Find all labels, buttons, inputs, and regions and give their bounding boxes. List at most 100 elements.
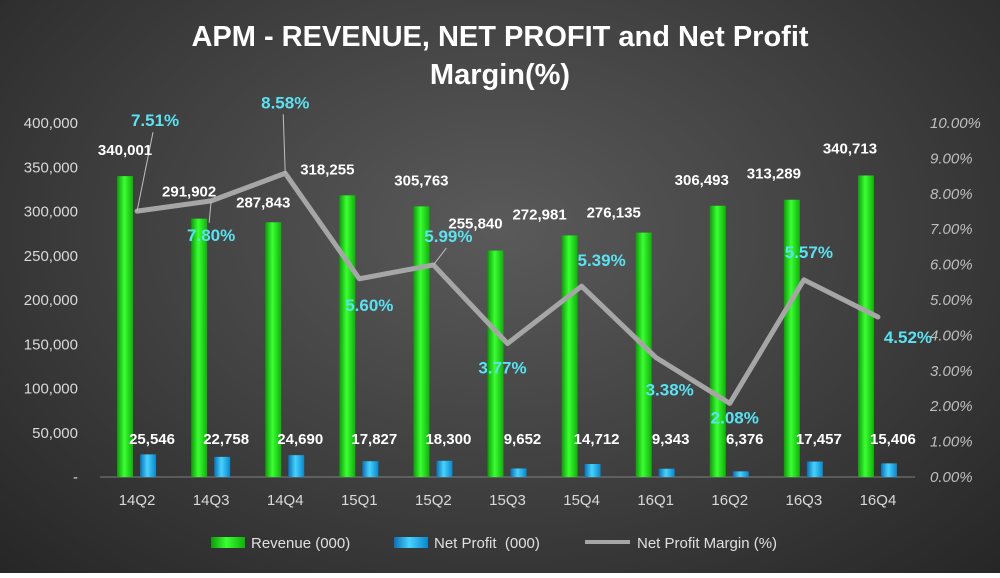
revenue-bar <box>857 175 874 477</box>
net-profit-data-label: 15,406 <box>870 431 916 448</box>
y-left-tick-label: 150,000 <box>24 336 78 353</box>
x-tick-label: 14Q4 <box>267 492 304 509</box>
margin-series <box>134 170 881 406</box>
revenue-bar <box>709 205 726 477</box>
margin-data-label: 5.99% <box>424 227 472 246</box>
y-right-tick-label: 4.00% <box>930 327 973 344</box>
margin-data-label: 4.52% <box>884 328 932 347</box>
net-profit-bar <box>288 455 305 477</box>
y-left-tick-label: 50,000 <box>32 425 78 442</box>
revenue-data-label: 340,001 <box>98 142 152 159</box>
legend: Revenue (000) Net Profit (000) Net Profi… <box>211 535 777 552</box>
legend-swatch-revenue <box>211 537 245 548</box>
margin-line <box>134 170 881 406</box>
revenue-data-label: 287,843 <box>236 194 290 211</box>
y-right-tick-label: 10.00% <box>930 115 981 132</box>
revenue-data-label: 276,135 <box>587 205 641 222</box>
x-tick-label: 16Q2 <box>711 492 748 509</box>
chart-title-line1: APM - REVENUE, NET PROFIT and Net Profit <box>191 21 808 53</box>
x-tick-label: 14Q2 <box>119 492 156 509</box>
revenue-data-label: 313,289 <box>747 166 801 183</box>
margin-data-label: 5.60% <box>345 296 393 315</box>
y-right-tick-label: 3.00% <box>930 363 973 380</box>
x-tick-label: 14Q3 <box>193 492 230 509</box>
x-tick-label: 15Q1 <box>341 492 378 509</box>
revenue-bar <box>191 218 208 477</box>
net-profit-bar <box>880 463 897 477</box>
margin-data-label: 7.80% <box>187 226 235 245</box>
net-profit-bar <box>658 468 675 477</box>
net-profit-data-label: 17,827 <box>351 431 397 448</box>
net-profit-data-label: 6,376 <box>726 431 764 448</box>
margin-data-labels: 7.51% 7.80% 8.58% 5.60% 5.99% 3.77% 5.39% 3.38%… <box>131 93 932 427</box>
chart-title-line2: Margin(%) <box>430 59 570 91</box>
net-profit-bar <box>140 454 157 477</box>
y-right-tick-label: 1.00% <box>930 434 973 451</box>
revenue-data-label: 291,902 <box>162 184 216 201</box>
y-right-tick-label: 9.00% <box>930 150 973 167</box>
x-tick-label: 15Q3 <box>489 492 526 509</box>
net-profit-bar <box>732 471 749 477</box>
y-right-tick-label: 8.00% <box>930 186 973 203</box>
y-left-tick-label: 350,000 <box>24 159 78 176</box>
net-profit-data-label: 25,546 <box>129 431 175 448</box>
leader-line <box>136 132 154 212</box>
y-right-tick-label: 0.00% <box>930 469 973 486</box>
revenue-data-label: 305,763 <box>394 172 448 189</box>
net-profit-data-label: 14,712 <box>574 431 620 448</box>
net-profit-bar <box>436 460 453 477</box>
margin-data-label: 5.57% <box>785 243 833 262</box>
leader-line <box>433 247 447 266</box>
revenue-data-label: 272,981 <box>512 206 566 223</box>
x-tick-label: 16Q4 <box>860 492 897 509</box>
net-profit-bar <box>362 461 379 477</box>
y-left-tick-label: - <box>73 469 78 486</box>
revenue-data-label: 306,493 <box>675 172 729 189</box>
x-tick-label: 15Q4 <box>563 492 600 509</box>
net-profit-data-labels: 25,546 22,758 24,690 17,827 18,300 9,652 14,71… <box>129 431 916 448</box>
net-profit-bar <box>806 461 823 477</box>
margin-data-label: 3.38% <box>646 380 694 399</box>
x-axis: 14Q2 14Q3 14Q4 15Q1 15Q2 15Q3 15Q4 16Q1 16Q2 16Q3… <box>119 492 897 509</box>
legend-label-revenue: Revenue (000) <box>251 535 350 552</box>
net-profit-data-label: 17,457 <box>796 431 842 448</box>
revenue-bar <box>487 250 504 477</box>
legend-label-margin: Net Profit Margin (%) <box>637 535 777 552</box>
revenue-bar <box>265 222 282 477</box>
leader-lines <box>136 114 447 266</box>
net-profit-data-label: 24,690 <box>277 431 323 448</box>
revenue-bar <box>635 232 652 477</box>
margin-data-label: 8.58% <box>261 93 309 112</box>
net-profit-series <box>140 454 897 477</box>
y-right-tick-label: 2.00% <box>929 398 973 415</box>
net-profit-data-label: 9,652 <box>504 431 542 448</box>
y-left-tick-label: 400,000 <box>24 115 78 132</box>
revenue-bar <box>413 206 430 477</box>
legend-label-net-profit: Net Profit (000) <box>434 535 540 552</box>
y-left-axis: - 50,000 100,000 150,000 200,000 250,000 300,0… <box>24 115 78 486</box>
y-left-tick-label: 250,000 <box>24 248 78 265</box>
revenue-data-label: 340,713 <box>823 140 877 157</box>
x-tick-label: 16Q3 <box>786 492 823 509</box>
revenue-data-labels: 340,001 291,902 287,843 318,255 305,763 255,8… <box>98 140 877 232</box>
margin-data-label: 7.51% <box>131 111 179 130</box>
y-right-tick-label: 5.00% <box>930 292 973 309</box>
y-right-tick-label: 6.00% <box>930 257 973 274</box>
x-tick-label: 16Q1 <box>637 492 674 509</box>
leader-line <box>282 114 286 174</box>
y-left-tick-label: 100,000 <box>24 381 78 398</box>
margin-data-label: 2.08% <box>711 408 759 427</box>
margin-data-label: 3.77% <box>478 359 526 378</box>
revenue-series <box>117 175 874 477</box>
revenue-data-label: 318,255 <box>300 161 354 178</box>
y-left-tick-label: 200,000 <box>24 292 78 309</box>
net-profit-data-label: 22,758 <box>203 431 249 448</box>
net-profit-bar <box>510 468 527 477</box>
revenue-bar <box>783 199 800 477</box>
margin-data-label: 5.39% <box>577 251 625 270</box>
net-profit-bar <box>214 456 231 477</box>
x-tick-label: 15Q2 <box>415 492 452 509</box>
y-right-axis: 0.00% 1.00% 2.00% 3.00% 4.00% 5.00% 6.00% 7.00%… <box>929 115 981 486</box>
